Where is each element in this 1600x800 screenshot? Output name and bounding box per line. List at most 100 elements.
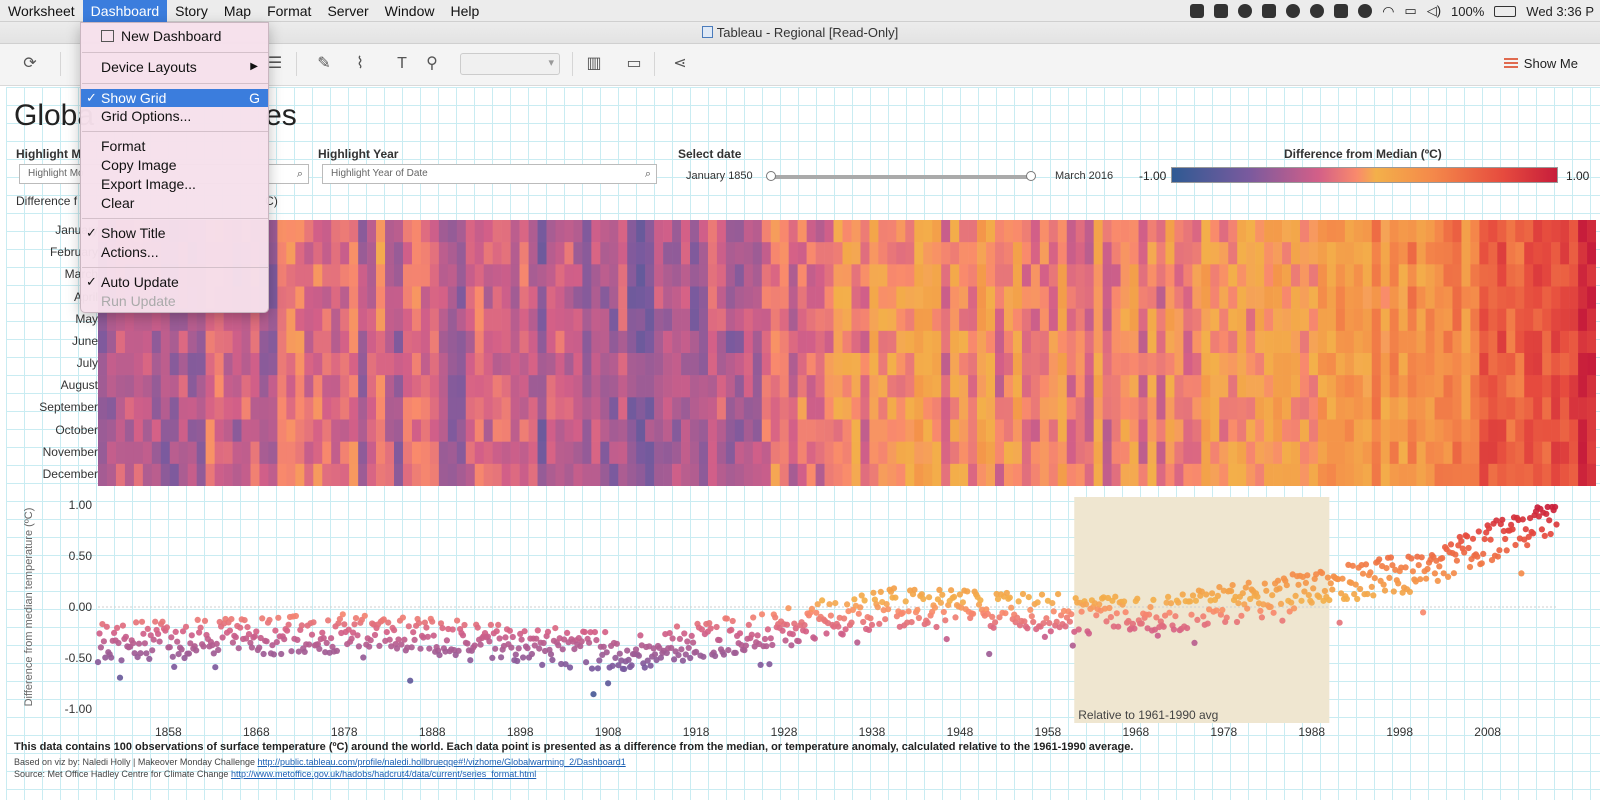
share-icon[interactable]: ⋖ <box>673 55 687 72</box>
airplay-icon[interactable]: ▭ <box>1404 3 1417 18</box>
heatmap-cell <box>842 308 852 332</box>
menu-worksheet[interactable]: Worksheet <box>8 2 75 19</box>
heatmap-cell <box>636 397 646 420</box>
heatmap-cell <box>752 353 763 376</box>
menu-format[interactable]: Format <box>81 137 268 155</box>
heatmap-cell <box>878 463 888 486</box>
scatter-point <box>562 661 569 668</box>
heatmap-cell <box>394 375 404 398</box>
highlight-year-input[interactable]: Highlight Year of Date ⌕ <box>322 164 657 184</box>
scatter-point <box>902 598 909 605</box>
menu-export-image[interactable]: Export Image... <box>81 175 268 193</box>
scatter-point <box>1343 595 1350 602</box>
scatter-point <box>163 624 170 631</box>
menu-format[interactable]: Format <box>267 2 312 19</box>
heatmap-cell <box>537 308 547 332</box>
heatmap-cell <box>1569 375 1579 398</box>
heatmap-cell <box>232 375 242 398</box>
heatmap-cell <box>151 353 162 376</box>
heatmap-cell <box>950 375 960 398</box>
heatmap-cell <box>914 441 924 465</box>
heatmap-cell <box>1479 220 1489 243</box>
heatmap-cell <box>761 220 772 243</box>
cloud-icon[interactable] <box>1286 4 1301 18</box>
scatter-point <box>559 646 566 653</box>
chart-icon[interactable]: ▥ <box>586 55 602 72</box>
fit-dropdown[interactable] <box>460 53 560 75</box>
sort-icon[interactable]: ☰ <box>267 55 283 72</box>
slider-handle-min[interactable] <box>766 171 776 181</box>
pin-icon[interactable]: ⚲ <box>426 55 438 72</box>
wifi-icon[interactable]: ◠ <box>1382 2 1395 19</box>
menu-copy-image[interactable]: Copy Image <box>81 156 268 174</box>
battery-icon[interactable] <box>1494 5 1517 17</box>
date-slider[interactable] <box>766 171 1036 181</box>
volume-icon[interactable]: ◁) <box>1426 3 1442 18</box>
heatmap-cell <box>1569 463 1579 486</box>
scatter-point <box>1254 593 1261 600</box>
menu-story[interactable]: Story <box>175 2 208 19</box>
heatmap-cell <box>1255 286 1265 309</box>
menu-new-dashboard[interactable]: New Dashboard <box>81 27 268 45</box>
paperclip-icon[interactable]: ⌇ <box>356 55 364 72</box>
heatmap-cell <box>1398 397 1408 420</box>
menu-dashboard[interactable]: Dashboard <box>82 0 168 22</box>
heatmap-cell <box>411 463 422 486</box>
scatter-point <box>108 654 115 661</box>
s-icon[interactable] <box>1262 4 1277 18</box>
heatmap-cell <box>1425 397 1435 420</box>
menu-device-layouts[interactable]: Device Layouts ▶ <box>81 58 268 76</box>
menu-clear[interactable]: Clear <box>81 194 268 212</box>
heatmap-cell <box>977 397 987 420</box>
scatter-point <box>1191 639 1198 646</box>
heatmap-cell <box>1120 330 1130 354</box>
shield-icon[interactable] <box>1334 4 1349 18</box>
heatmap-cell <box>367 353 377 376</box>
heatmap-chart[interactable] <box>98 220 1596 486</box>
sync-icon[interactable] <box>1310 4 1325 18</box>
film-icon[interactable] <box>1190 4 1205 18</box>
presentation-icon[interactable]: ▭ <box>626 55 642 72</box>
menu-show-grid[interactable]: ✓ Show Grid G <box>81 89 268 107</box>
show-me-button[interactable]: Show Me <box>1503 56 1578 71</box>
menu-window[interactable]: Window <box>384 2 435 19</box>
scatter-point <box>767 635 774 642</box>
clock[interactable]: Wed 3:36 P <box>1526 3 1594 19</box>
menu-help[interactable]: Help <box>450 2 480 19</box>
app-icon[interactable] <box>1238 4 1253 18</box>
heatmap-cell <box>627 397 637 420</box>
heatmap-cell <box>815 286 825 309</box>
scatter-point <box>609 662 616 669</box>
heatmap-cell <box>546 220 556 243</box>
menu-actions[interactable]: Actions... <box>81 243 268 261</box>
menu-show-title[interactable]: ✓ Show Title <box>81 224 268 242</box>
scatter-chart[interactable]: Relative to 1961-1990 avg1.000.500.00-0.… <box>6 495 1600 745</box>
pen-icon[interactable]: ✎ <box>317 55 331 72</box>
heatmap-cell <box>1443 286 1453 309</box>
heatmap-cell <box>663 375 673 398</box>
heatmap-cell <box>1156 419 1166 442</box>
menu-server[interactable]: Server <box>327 2 369 19</box>
heatmap-cell <box>259 419 269 442</box>
heatmap-cell <box>151 463 162 486</box>
heatmap-cell <box>286 463 296 486</box>
credit-link[interactable]: http://public.tableau.com/profile/naledi… <box>257 757 626 767</box>
scatter-point <box>700 653 707 660</box>
refresh-icon[interactable]: ⟳ <box>23 55 37 72</box>
menu-auto-update[interactable]: ✓ Auto Update <box>81 273 268 291</box>
menu-map[interactable]: Map <box>223 2 252 19</box>
heatmap-cell <box>1497 286 1507 309</box>
scatter-point <box>115 639 122 647</box>
heatmap-cell <box>1057 353 1068 376</box>
dropbox-icon[interactable] <box>1214 4 1229 18</box>
chat-icon[interactable] <box>1358 4 1373 18</box>
heatmap-cell <box>313 353 323 376</box>
text-icon[interactable]: T <box>397 55 407 72</box>
source-link[interactable]: http://www.metoffice.gov.uk/hadobs/hadcr… <box>230 769 537 779</box>
slider-handle-max[interactable] <box>1026 171 1036 181</box>
heatmap-cell <box>1533 308 1543 332</box>
menu-grid-options[interactable]: Grid Options... <box>81 107 268 125</box>
heatmap-cell <box>1129 397 1139 420</box>
heatmap-cell <box>250 353 260 376</box>
heatmap-cell <box>1255 220 1265 243</box>
